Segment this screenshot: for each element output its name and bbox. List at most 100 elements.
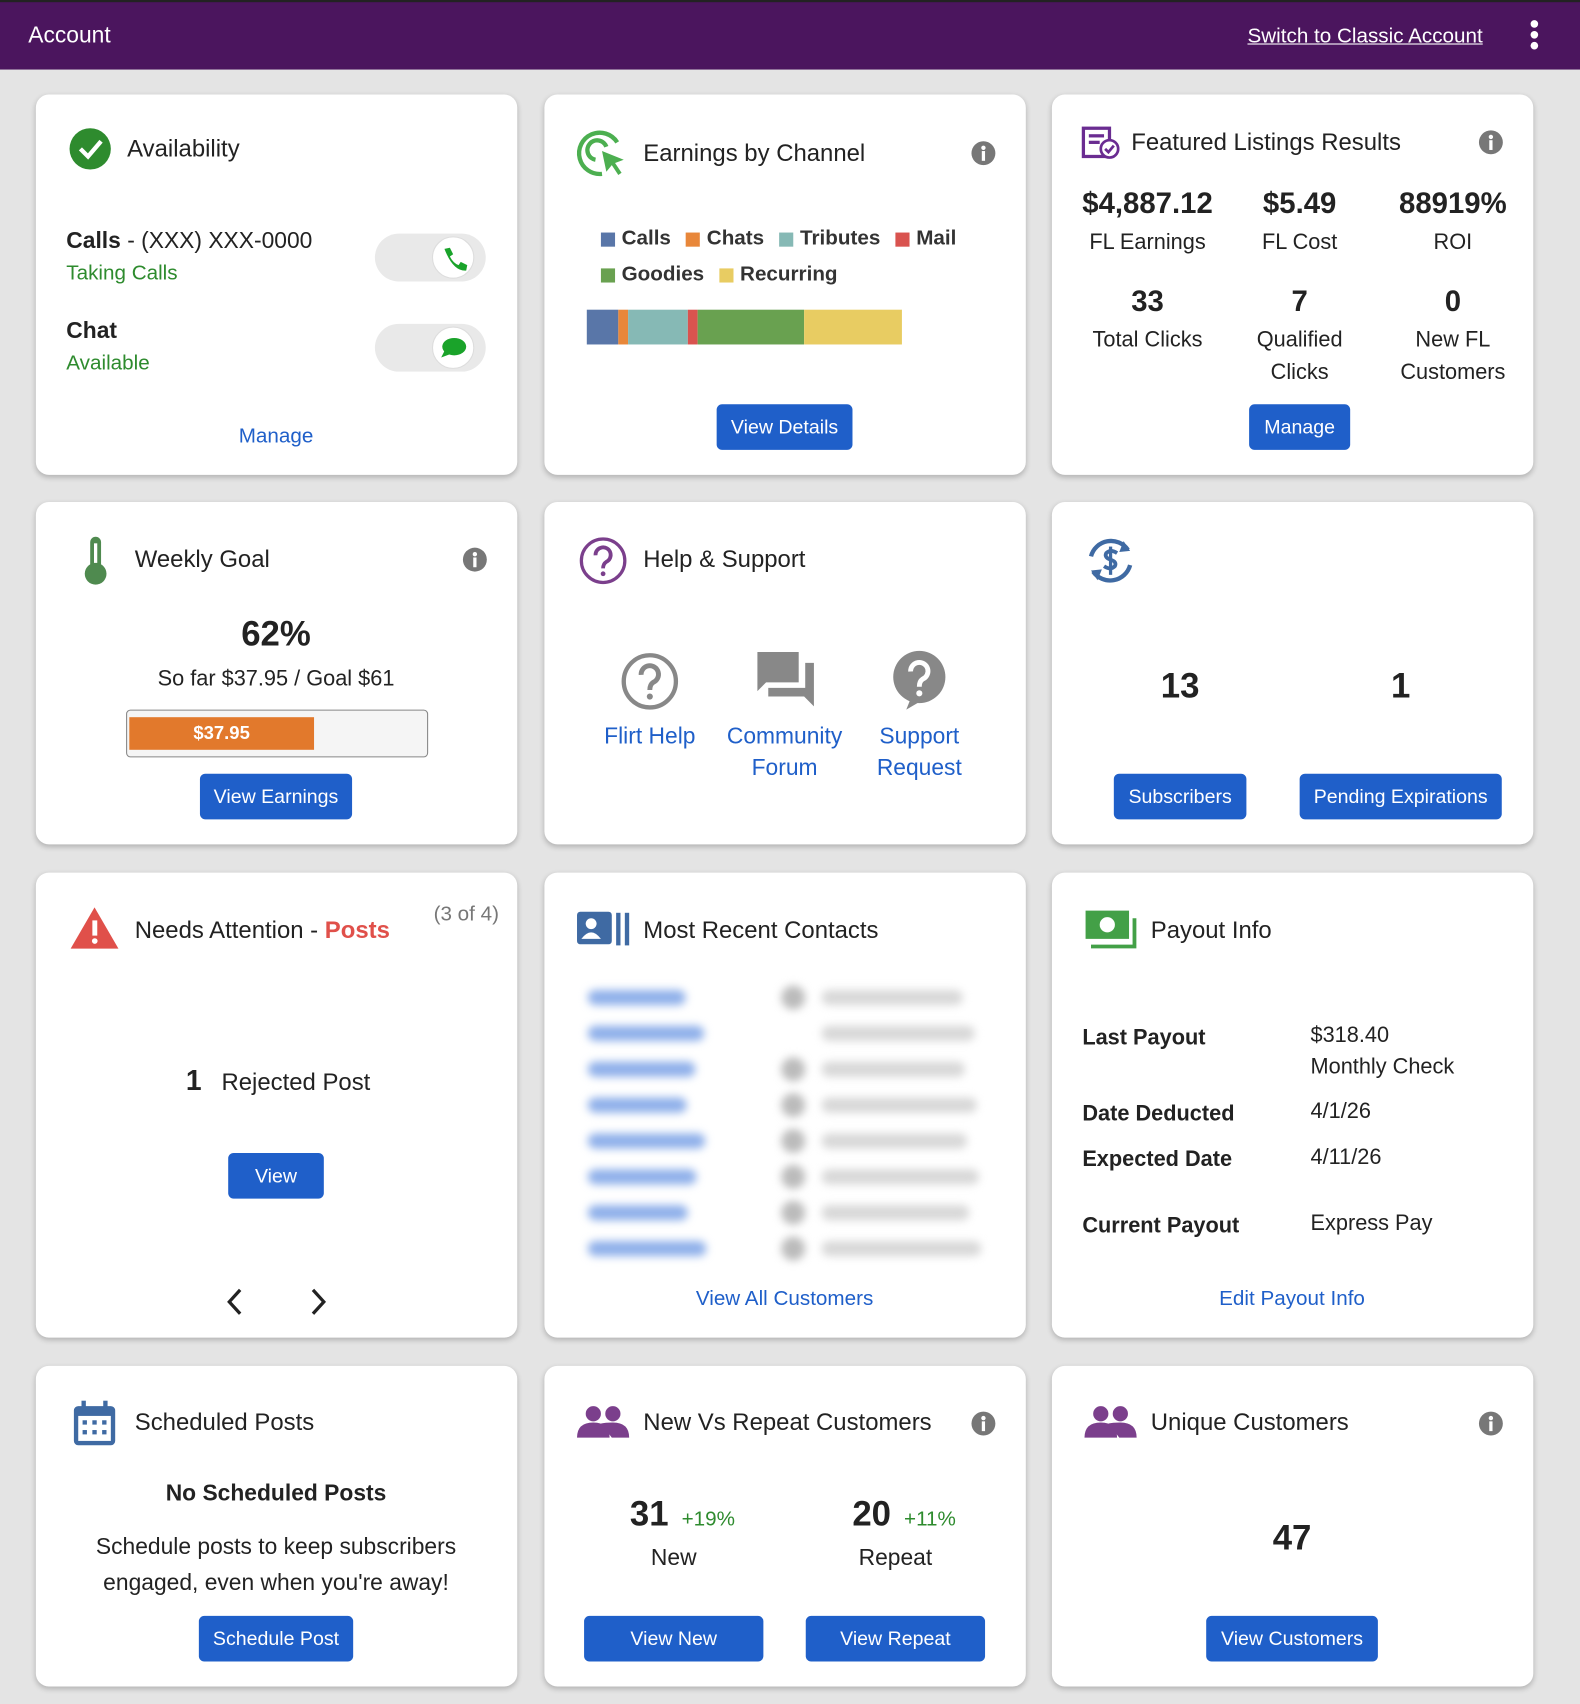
stat-count: 31 [629,1494,669,1534]
top-bar: Account Switch to Classic Account [0,0,1580,70]
payout-card: Payout Info Last Payout $318.40 Monthly … [1051,872,1534,1338]
info-icon[interactable] [1478,129,1504,155]
manage-button[interactable]: Manage [1249,404,1351,450]
progress-track: $37.95 [126,709,429,758]
page-title: Account [28,22,111,48]
view-earnings-button[interactable]: View Earnings [199,773,353,820]
legend-row: Calls Chats Tributes Mail [600,227,957,251]
info-icon[interactable] [1478,1410,1504,1436]
view-customers-button[interactable]: View Customers [1206,1615,1378,1662]
row-label: Date Deducted [1082,1101,1235,1126]
legend-item: Recurring [719,263,838,287]
bar-segment [804,309,902,345]
view-button[interactable]: View [228,1152,324,1199]
stat-value: $4,887.12 [1082,186,1213,220]
info-icon[interactable] [462,547,488,573]
availability-card: Availability Calls - (XXX) XXX-0000 Taki… [35,94,518,475]
customer-button[interactable]: View Repeat [805,1615,986,1662]
progress-label: $37.95 [193,722,250,744]
row-value: Express Pay [1310,1211,1433,1236]
stat-value: 7 [1291,284,1308,318]
blurred-status [821,1097,977,1113]
stat-label: Total Clicks [1092,328,1203,353]
legend-swatch [719,267,734,282]
blurred-avatar [781,1057,806,1082]
earnings-card: Earnings by Channel Calls Chats Tributes Ma… [544,94,1026,475]
stat-label: New FL Customers [1400,328,1506,385]
chat-label: Chat [66,318,118,344]
blurred-status [821,1240,982,1257]
legend-item: Calls [600,227,671,251]
goal-summary: So far $37.95 / Goal $61 [157,667,395,692]
money-icon [1085,910,1137,949]
calls-toggle[interactable] [374,233,486,282]
subscription-button[interactable]: Pending Expirations [1299,773,1502,820]
blurred-status [821,989,963,1006]
blurred-avatar [781,1129,806,1153]
prev-arrow[interactable] [226,1288,243,1316]
blurred-name [587,1061,696,1077]
legend-item: Tributes [779,227,880,251]
card-title: Scheduled Posts [134,1408,315,1436]
progress-fill: $37.95 [129,717,314,750]
blurred-avatar [781,1200,806,1225]
legend-item: Goodies [600,262,705,287]
classic-link[interactable]: Switch to Classic Account [1247,24,1483,48]
warning-icon [70,907,119,949]
flirt-help-icon [621,653,679,710]
blurred-status [821,1061,965,1077]
contacts-card: Most Recent Contacts View All Customers [544,872,1026,1338]
menu-icon[interactable] [1526,20,1543,55]
legend-label: Goodies [621,262,705,286]
legend-label: Mail [916,227,957,250]
legend-swatch [895,232,910,247]
people-icon [1084,1406,1137,1438]
row-note: Monthly Check [1310,1055,1455,1080]
legend-swatch [600,267,616,282]
row-label: Current Payout [1082,1213,1240,1238]
blurred-name [587,1097,687,1113]
card-title: Featured Listings Results [1131,128,1401,156]
card-title: Payout Info [1150,916,1272,944]
manage-link[interactable]: Manage [238,424,314,448]
subscription-count: 1 [1391,666,1411,706]
card-title: Needs Attention - Posts [135,916,390,944]
stat-label: FL Cost [1262,230,1338,255]
stat-count: 20 [852,1494,891,1534]
card-title: Help & Support [643,545,806,573]
legend-swatch [600,232,616,247]
blurred-name [587,1025,705,1042]
calls-status: Taking Calls [66,261,178,285]
next-arrow[interactable] [310,1288,327,1316]
chat-toggle[interactable] [374,323,486,372]
stat-change: +19% [681,1508,735,1532]
subscription-button[interactable]: Subscribers [1113,773,1247,820]
item: Rejected Post [221,1068,371,1096]
weekly-goal-card: Weekly Goal 62% So far $37.95 / Goal $61… [35,502,518,845]
channel-icon [576,130,624,177]
help-link[interactable]: Flirt Help [604,723,696,749]
stat-value: $5.49 [1262,186,1337,220]
attention-item: 1 Rejected Post [186,1066,370,1096]
stat-value: 88919% [1399,186,1507,220]
title-text: Needs Attention - [134,916,319,944]
customer-button[interactable]: View New [584,1615,764,1662]
info-icon[interactable] [970,1410,996,1436]
count: 1 [185,1063,202,1097]
help-link[interactable]: Community Forum [726,723,843,781]
help-card: Help & Support Flirt Help Community Forum… [544,502,1026,845]
blurred-status [821,1025,975,1042]
blurred-status [821,1169,980,1185]
new-repeat-card: New Vs Repeat Customers 31 +19% New 20 +11% R… [544,1365,1026,1687]
calls-label: Calls [66,228,121,254]
row-label: Expected Date [1082,1147,1233,1172]
help-link[interactable]: Support Request [876,723,962,781]
info-icon[interactable] [970,140,996,166]
view-details-button[interactable]: View Details [716,404,853,450]
view-all-link[interactable]: View All Customers [695,1287,874,1311]
bar-segment [586,309,619,345]
stat-value: 33 [1131,284,1164,318]
schedule-post-button[interactable]: Schedule Post [198,1615,354,1662]
check-icon [69,128,111,170]
edit-payout-link[interactable]: Edit Payout Info [1219,1287,1365,1311]
